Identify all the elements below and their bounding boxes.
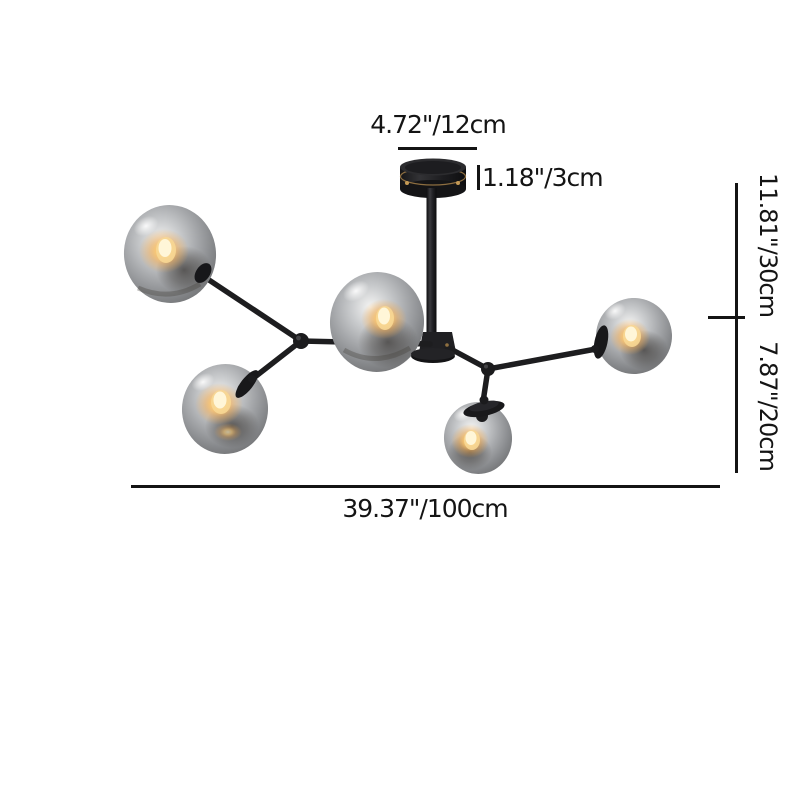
bulb	[158, 239, 172, 257]
arm-to-right-globe	[485, 346, 599, 372]
brass-pin	[445, 343, 449, 347]
canopy-height-label: 1.18"/3cm	[482, 163, 604, 192]
brass-screw	[405, 181, 409, 185]
bulb	[465, 431, 477, 445]
height-mid-tick	[708, 316, 745, 319]
upper-height-label: 11.81"/30cm	[754, 173, 783, 317]
bulb	[378, 307, 390, 325]
arm-to-upper-left-globe	[203, 275, 304, 344]
glass-globe-center	[329, 272, 425, 372]
lower-height-label: 7.87"/20cm	[754, 341, 783, 471]
right-ball-joint	[481, 362, 495, 376]
brass-screw	[456, 181, 460, 185]
arm-to-lower-left-globe	[248, 338, 304, 383]
total-width-dimension-line	[131, 485, 720, 488]
stem-rod	[426, 188, 437, 334]
canopy-width-dimension-line	[398, 147, 477, 150]
total-width-label: 39.37"/100cm	[342, 494, 508, 523]
ceiling-canopy	[399, 158, 467, 198]
bulb	[625, 326, 637, 342]
hub-flange	[411, 343, 455, 363]
globe-socket	[194, 263, 212, 283]
canopy-height-dimension: 1.18"/3cm	[477, 163, 604, 192]
canopy-height-tick	[477, 165, 480, 191]
glass-globe-upper-left	[123, 205, 217, 303]
glass-globe-bottom	[443, 395, 513, 474]
canopy-width-label: 4.72"/12cm	[370, 110, 506, 139]
glass-globe-lower-left	[181, 364, 269, 454]
bulb	[213, 391, 227, 409]
left-ball-joint	[293, 333, 309, 349]
height-dimension-line	[735, 183, 738, 473]
glass-globe-right	[591, 298, 672, 374]
arm-hub-to-right-joint	[444, 344, 491, 372]
